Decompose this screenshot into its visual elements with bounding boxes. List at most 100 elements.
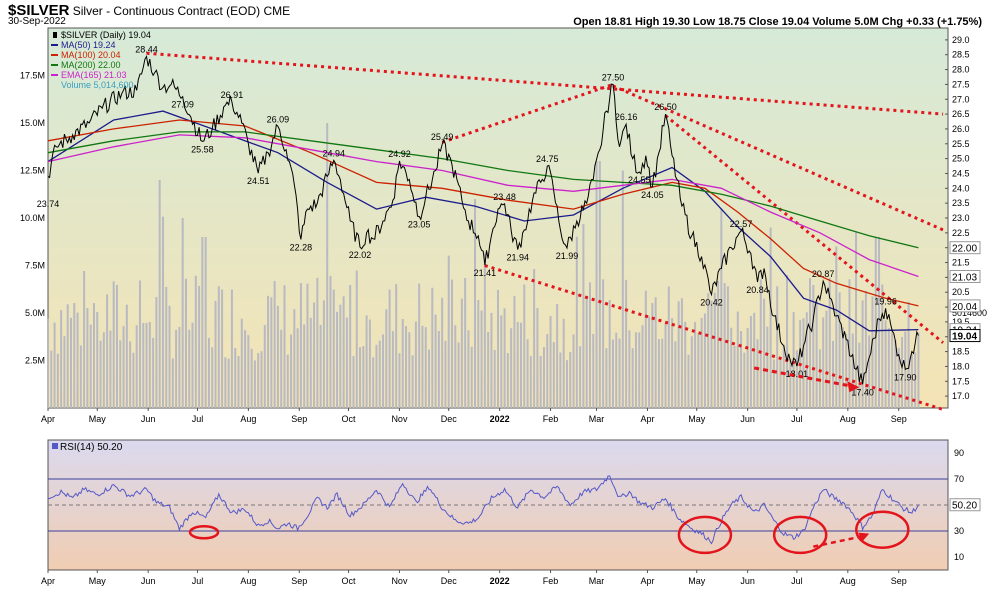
rsi-x-tick-label: Aug [840, 576, 856, 586]
y-tick-label: 27.5 [952, 79, 970, 89]
volume-bar [569, 351, 572, 408]
volume-bar [917, 332, 920, 408]
rsi-highlight-circle [772, 515, 828, 555]
rsi-x-tick-label: Aug [240, 576, 256, 586]
price-label: 21.94 [506, 252, 529, 262]
volume-bar [237, 356, 240, 408]
price-label: 23.48 [493, 192, 516, 202]
volume-bar [474, 199, 477, 408]
volume-bar [125, 304, 128, 408]
rsi-legend-swatch [52, 443, 58, 449]
volume-bar [884, 320, 887, 408]
volume-bar [293, 309, 296, 408]
volume-bar [198, 285, 201, 408]
volume-bar [250, 348, 253, 408]
y-tick-label: 22.5 [952, 228, 970, 238]
volume-bar [825, 310, 828, 408]
volume-bar [431, 287, 434, 408]
volume-bar [191, 322, 194, 408]
volume-bar [763, 298, 766, 408]
volume-value-label: 5014600 [952, 308, 987, 318]
legend-entry: Volume 5,014,600 [61, 80, 134, 90]
volume-bar [299, 283, 302, 408]
volume-bar [697, 333, 700, 408]
price-label: 24.51 [247, 176, 270, 186]
legend-entry: EMA(165) 21.03 [61, 70, 127, 80]
volume-bar [303, 324, 306, 408]
volume-bar [244, 330, 247, 408]
volume-bar [684, 321, 687, 408]
volume-bar [155, 296, 158, 408]
y-tick-label: 26.5 [952, 109, 970, 119]
price-label: 17.40 [851, 387, 874, 397]
volume-bar [657, 339, 660, 408]
volume-bar [855, 231, 858, 408]
volume-bar [664, 323, 667, 408]
volume-bar [207, 337, 210, 408]
rsi-tick-label: 90 [954, 448, 964, 458]
volume-bar [129, 341, 132, 408]
volume-bar [441, 297, 444, 408]
volume-bar [894, 339, 897, 408]
volume-bar [211, 347, 214, 408]
volume-bar [355, 270, 358, 408]
volume-bar [746, 327, 749, 408]
rsi-x-tick-label: Jul [192, 576, 204, 586]
x-tick-label: Apr [640, 414, 654, 424]
volume-bar [556, 303, 559, 408]
volume-bar [542, 347, 545, 408]
trendline [484, 264, 944, 411]
price-label: 26.50 [654, 102, 677, 112]
volume-bar [217, 286, 220, 408]
volume-bar [47, 318, 49, 408]
candle-icon [53, 32, 57, 38]
volume-bar [240, 318, 243, 408]
volume-bar [332, 289, 335, 408]
volume-bar [148, 321, 151, 408]
volume-bar [273, 280, 276, 408]
volume-bar [401, 319, 404, 408]
volume-bar [428, 349, 431, 408]
x-tick-label: Apr [41, 414, 55, 424]
volume-bar [161, 216, 164, 408]
rsi-x-tick-label: May [89, 576, 107, 586]
rsi-highlight-circle [855, 510, 910, 549]
volume-bar [142, 323, 145, 408]
volume-bar [519, 322, 522, 408]
rsi-x-tick-label: Jul [791, 576, 803, 586]
ohlc-readout: Open 18.81 High 19.30 Low 18.75 Close 19… [573, 16, 982, 28]
volume-bar [115, 284, 118, 408]
x-tick-label: Aug [840, 414, 856, 424]
volume-bar [247, 335, 250, 408]
rsi-x-tick-label: Jun [740, 576, 755, 586]
volume-bar [490, 312, 493, 408]
y-tick-label: 18.5 [952, 347, 970, 357]
y-tick-label: 20.5 [952, 287, 970, 297]
volume-bar [720, 208, 723, 408]
volume-bar [405, 326, 408, 408]
price-label: 27.09 [171, 100, 194, 110]
volume-bar [188, 329, 191, 408]
volume-bar [677, 301, 680, 408]
volume-bar [703, 313, 706, 408]
volume-bar [897, 347, 900, 408]
volume-bar [700, 318, 703, 408]
volume-bar [194, 275, 197, 408]
volume-bar [359, 347, 362, 408]
volume-bar [723, 283, 726, 408]
volume-bar [53, 322, 56, 408]
volume-bar [378, 340, 381, 408]
price-label: 25.58 [191, 144, 214, 154]
volume-bar [641, 325, 644, 408]
rsi-highlight-circle [188, 525, 220, 540]
volume-bar [165, 286, 168, 408]
volume-bar [510, 328, 513, 408]
volume-bar [753, 312, 756, 408]
volume-bar [470, 346, 473, 408]
volume-bar [92, 303, 95, 408]
volume-bar [175, 329, 178, 408]
y-tick-label: 24.0 [952, 183, 970, 193]
volume-bar [602, 279, 605, 408]
volume-bar [631, 348, 634, 408]
volume-bar [414, 321, 417, 408]
